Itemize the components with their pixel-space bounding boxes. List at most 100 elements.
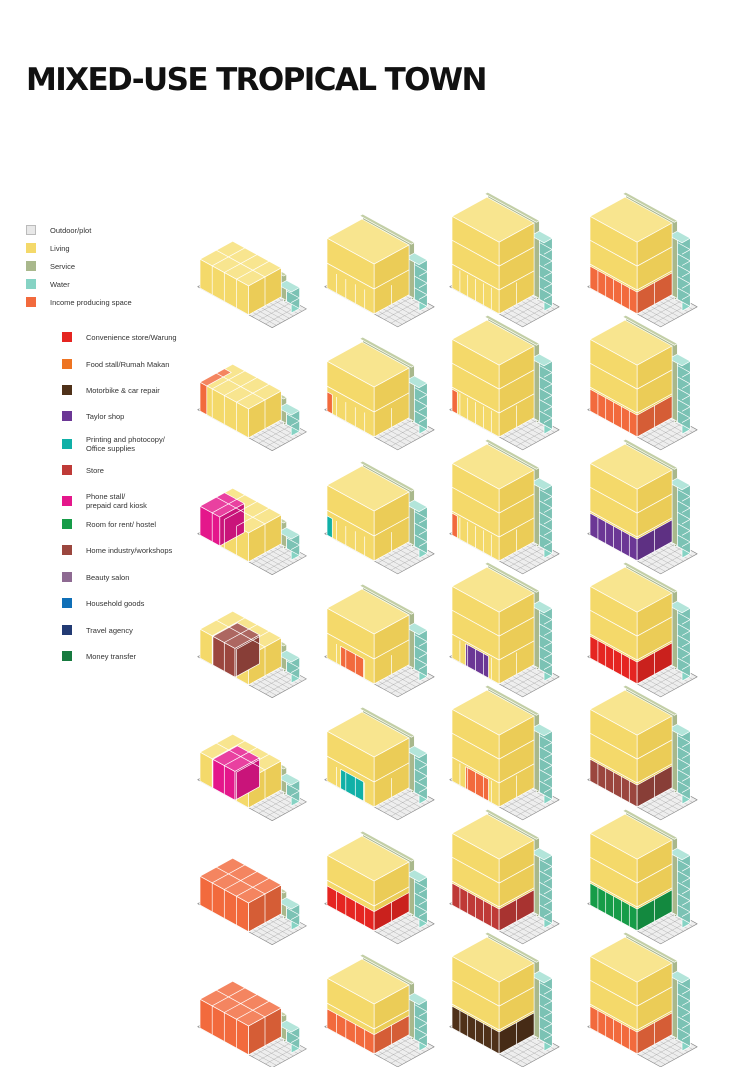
legend-swatch [62, 439, 72, 449]
water-column-top [277, 897, 300, 910]
water-column-line [539, 780, 553, 789]
plot-grid-line [502, 788, 540, 810]
plot-grid-line [640, 418, 678, 440]
water-column-line [681, 664, 691, 670]
water-column-line [418, 394, 428, 400]
water-column-top [668, 600, 691, 614]
income-space-front [326, 515, 333, 539]
water-column-top [668, 477, 691, 491]
water-column-line [414, 264, 428, 273]
water-column-line [418, 1022, 428, 1029]
module-line [216, 249, 266, 278]
legend-label: Beauty salon [86, 572, 130, 582]
building-diagram [324, 953, 435, 1067]
legend-label: Home industry/workshops [86, 545, 173, 555]
floor-line [451, 979, 500, 1007]
water-column-top [277, 403, 300, 416]
water-column-line [681, 249, 691, 255]
water-column-line [414, 768, 428, 777]
water-column-line [543, 507, 553, 513]
legend-swatch [26, 243, 36, 253]
legend-swatch [62, 385, 72, 395]
legend-item-money-transfer: Money transfer [62, 650, 136, 662]
water-column-line [539, 859, 553, 867]
plot-grid-line [251, 420, 287, 440]
water-column-line [681, 530, 691, 536]
plot-grid-line [258, 918, 293, 938]
income-space-front [451, 388, 458, 415]
building-diagram [449, 191, 560, 328]
floor-line [451, 362, 500, 390]
water-column-line [677, 769, 691, 778]
legend-item-convenience-store: Convenience store/Warung [62, 331, 177, 343]
floor-line [451, 263, 500, 291]
water-column-line [418, 652, 428, 659]
water-column-line [677, 646, 691, 655]
water-column-top [405, 622, 428, 636]
floor-line [373, 1009, 410, 1030]
service-wall-top [359, 953, 415, 985]
plot-grid-line [509, 792, 546, 813]
water-column-line [418, 271, 428, 277]
floor-line [498, 246, 535, 267]
floor-line [451, 239, 500, 267]
plot-grid-line [377, 1035, 415, 1057]
service-wall-top [359, 336, 415, 368]
water-column-line [414, 892, 428, 901]
water-column-line [418, 888, 428, 894]
floor-line [326, 509, 375, 537]
water-column-line [677, 365, 691, 373]
service-wall-top [622, 808, 678, 840]
plot-grid-line [384, 916, 421, 937]
income-space-front [340, 645, 364, 679]
service-wall-top [622, 314, 678, 346]
service-wall-top [622, 561, 678, 593]
plot-grid-line [384, 1039, 421, 1060]
service-wall-top [484, 314, 540, 346]
legend-item-food-stall: Food stall/Rumah Makan [62, 358, 169, 370]
water-column-line [286, 537, 300, 546]
water-column-top [668, 723, 691, 737]
plot-grid-line [258, 548, 293, 568]
legend-item-income: Income producing space [26, 296, 132, 308]
water-column-top [405, 745, 428, 759]
floor-line [636, 863, 673, 884]
water-column-top [530, 477, 553, 491]
legend-swatch [62, 519, 72, 529]
legend-swatch [62, 545, 72, 555]
water-column-top [405, 992, 428, 1006]
floor-line [498, 863, 535, 884]
floor-line [451, 510, 500, 538]
legend-item-living: Living [26, 242, 70, 254]
floor-line [326, 262, 375, 290]
legend-label: Printing and photocopy/ Office supplies [86, 435, 165, 453]
water-column-line [543, 619, 553, 625]
floor-line [373, 516, 410, 537]
floor-line [636, 393, 673, 414]
legend-swatch [62, 625, 72, 635]
plot-grid-line [647, 792, 684, 813]
water-column-line [539, 399, 553, 408]
water-column-line [543, 496, 553, 502]
legend-item-taylor-shop: Taylor shop [62, 410, 124, 422]
water-column-line [681, 753, 691, 759]
building-diagram [324, 460, 435, 575]
water-column-top [405, 869, 428, 883]
water-column-top [405, 499, 428, 513]
water-column-top [405, 252, 428, 266]
service-wall-top [484, 684, 540, 716]
floor-line [636, 640, 673, 661]
water-column-line [681, 619, 691, 625]
water-column-line [539, 893, 553, 902]
plot-grid-line [502, 418, 540, 440]
plot-grid-line [502, 665, 540, 687]
module-line [216, 742, 266, 771]
plot-grid-line [251, 914, 287, 934]
plot-grid-line [384, 792, 421, 813]
page-title: MIXED-USE TROPICAL TOWN [26, 62, 487, 98]
service-wall-top [484, 808, 540, 840]
water-column-line [291, 1037, 300, 1043]
floor-line [636, 739, 673, 760]
plot-grid-line [502, 912, 540, 934]
water-column-line [286, 783, 300, 792]
